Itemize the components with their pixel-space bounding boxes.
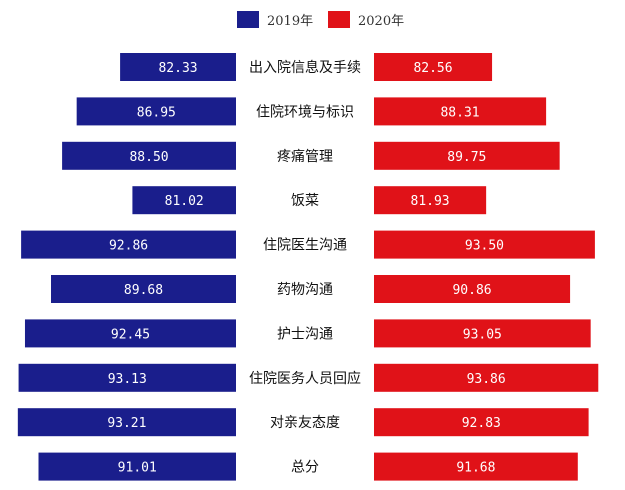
- bar-2019: [38, 452, 237, 481]
- category-label: 出入院信息及手续: [249, 59, 361, 76]
- bar-value-2020: 93.05: [463, 327, 502, 342]
- bar-value-2019: 82.33: [158, 61, 197, 76]
- bar-value-2019: 86.95: [137, 105, 176, 120]
- bar-2020: [374, 97, 547, 126]
- bar-2019: [24, 319, 236, 348]
- bar-2020: [374, 363, 599, 392]
- bar-2019: [51, 275, 237, 303]
- bar-2020: [374, 319, 591, 348]
- bar-value-2020: 91.68: [456, 461, 495, 476]
- bar-value-2020: 93.50: [465, 239, 504, 254]
- bar-value-2019: 91.01: [118, 461, 157, 476]
- bar-value-2019: 89.68: [124, 283, 163, 298]
- bar-2020: [374, 141, 560, 170]
- bar-value-2019: 92.86: [109, 239, 148, 254]
- bar-value-2020: 88.31: [440, 105, 479, 120]
- bar-2020: [374, 452, 578, 481]
- legend: 2019年 2020年: [0, 9, 625, 29]
- bar-value-2020: 82.56: [413, 61, 452, 76]
- bar-value-2019: 93.21: [107, 416, 146, 431]
- bar-value-2019: 92.45: [111, 327, 150, 342]
- bar-2019: [76, 97, 236, 126]
- bar-value-2019: 88.50: [129, 150, 168, 165]
- category-label: 住院医务人员回应: [249, 370, 361, 387]
- legend-item-2019: 2019年: [237, 9, 313, 29]
- bar-2020: [374, 275, 571, 303]
- bar-value-2019: 93.13: [108, 372, 147, 387]
- bar-2020: [374, 408, 589, 437]
- legend-swatch-2020: [328, 10, 350, 28]
- category-label: 饭菜: [291, 193, 319, 209]
- category-label: 护士沟通: [277, 326, 333, 342]
- category-label: 疼痛管理: [277, 148, 333, 165]
- legend-item-2020: 2020年: [328, 9, 404, 29]
- bar-2019: [17, 408, 236, 437]
- category-label: 住院环境与标识: [256, 104, 354, 120]
- category-label: 药物沟通: [277, 282, 333, 298]
- category-label: 总分: [291, 460, 319, 476]
- category-label: 对亲友态度: [270, 415, 340, 431]
- bar-2019: [18, 363, 236, 392]
- bar-2020: [374, 186, 487, 215]
- bar-value-2020: 89.75: [447, 150, 486, 165]
- bar-2020: [374, 53, 493, 81]
- legend-swatch-2019: [237, 10, 259, 28]
- bar-2019: [120, 53, 236, 81]
- category-label: 住院医生沟通: [263, 238, 347, 254]
- bar-value-2020: 93.86: [467, 372, 506, 387]
- bar-value-2020: 92.83: [462, 416, 501, 431]
- bar-2019: [62, 141, 236, 170]
- bar-2019: [21, 230, 237, 259]
- legend-label-2020: 2020年: [358, 13, 405, 29]
- bar-value-2020: 81.93: [411, 194, 450, 209]
- bar-value-2019: 81.02: [165, 194, 204, 209]
- bar-2020: [374, 230, 595, 259]
- bar-value-2020: 90.86: [452, 283, 491, 298]
- bar-2019: [132, 186, 236, 215]
- legend-label-2019: 2019年: [267, 13, 314, 29]
